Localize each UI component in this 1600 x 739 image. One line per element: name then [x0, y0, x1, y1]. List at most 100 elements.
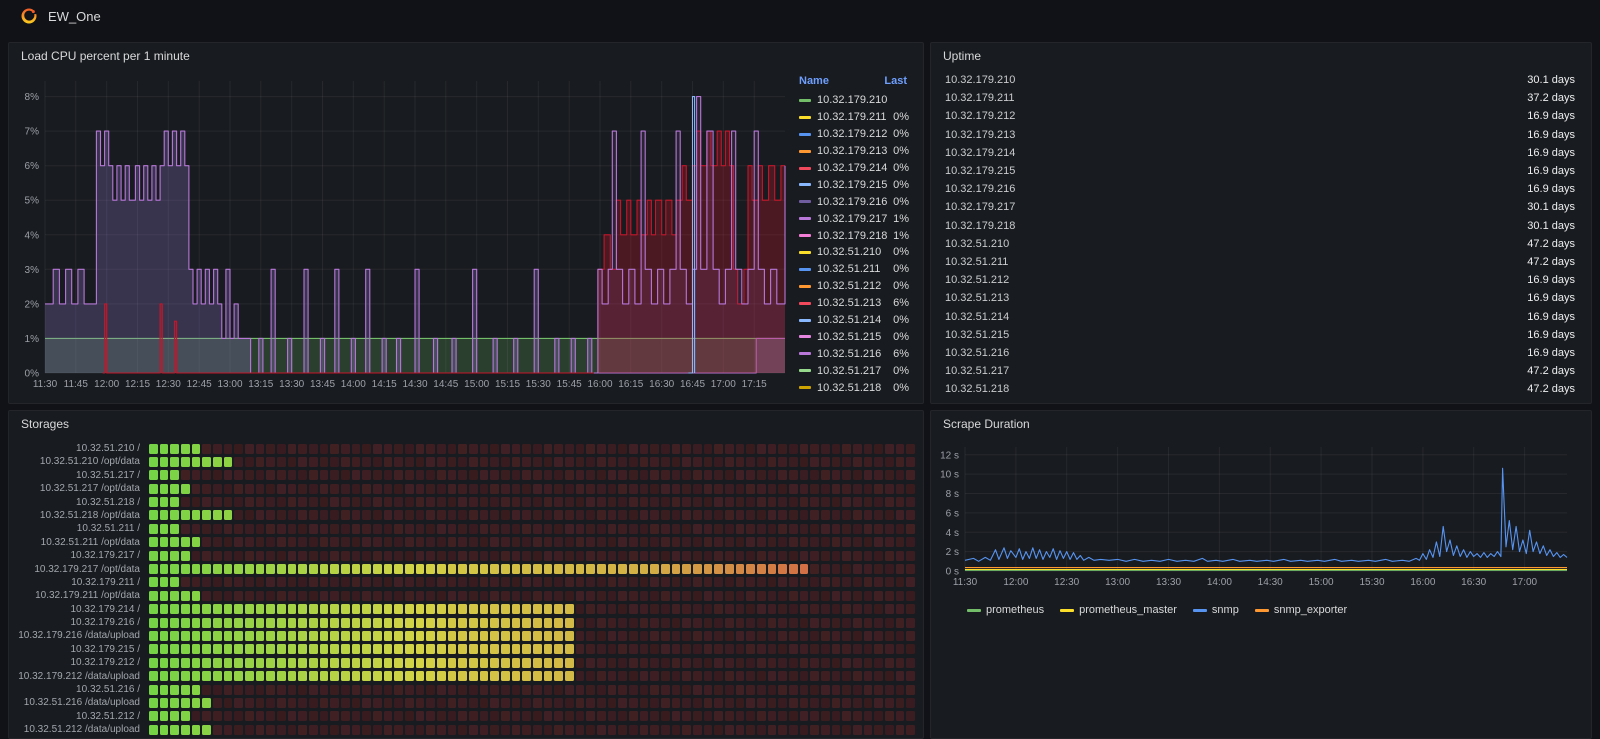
heatmap-cell[interactable]	[437, 684, 446, 695]
heatmap-cell[interactable]	[351, 617, 361, 628]
heatmap-cell[interactable]	[543, 604, 553, 615]
heatmap-cell[interactable]	[735, 684, 745, 695]
heatmap-cell[interactable]	[437, 550, 446, 561]
heatmap-cell[interactable]	[405, 550, 414, 561]
heatmap-cell[interactable]	[458, 657, 467, 668]
heatmap-cell[interactable]	[789, 604, 798, 615]
heatmap-cell[interactable]	[287, 510, 297, 521]
series-name[interactable]: 10.32.179.214	[817, 162, 888, 174]
heatmap-cell[interactable]	[682, 697, 691, 708]
heatmap-cell[interactable]	[714, 497, 723, 508]
heatmap-cell[interactable]	[191, 523, 201, 534]
heatmap-cell[interactable]	[810, 657, 819, 668]
heatmap-cell[interactable]	[191, 630, 201, 641]
heatmap-cell[interactable]	[703, 711, 713, 722]
heatmap-cell[interactable]	[895, 697, 905, 708]
heatmap-cell[interactable]	[191, 711, 201, 722]
heatmap-cell[interactable]	[597, 497, 606, 508]
heatmap-cell[interactable]	[479, 724, 489, 735]
heatmap-cell[interactable]	[277, 644, 286, 655]
heatmap-cell[interactable]	[789, 671, 798, 682]
heatmap-cell[interactable]	[746, 657, 755, 668]
heatmap-cell[interactable]	[458, 537, 467, 548]
heatmap-cell[interactable]	[831, 564, 841, 575]
heatmap-cell[interactable]	[746, 590, 755, 601]
heatmap-cell[interactable]	[831, 697, 841, 708]
heatmap-cell[interactable]	[575, 630, 585, 641]
heatmap-cell[interactable]	[373, 510, 382, 521]
heatmap-cell[interactable]	[159, 564, 169, 575]
heatmap-cell[interactable]	[394, 510, 403, 521]
heatmap-cell[interactable]	[383, 443, 393, 454]
heatmap-cell[interactable]	[799, 564, 809, 575]
heatmap-cell[interactable]	[522, 697, 531, 708]
heatmap-cell[interactable]	[895, 644, 905, 655]
heatmap-cell[interactable]	[447, 443, 457, 454]
heatmap-cell[interactable]	[191, 697, 201, 708]
heatmap-cell[interactable]	[661, 443, 670, 454]
heatmap-cell[interactable]	[202, 724, 211, 735]
heatmap-cell[interactable]	[629, 657, 638, 668]
heatmap-cell[interactable]	[575, 617, 585, 628]
heatmap-cell[interactable]	[458, 684, 467, 695]
heatmap-cell[interactable]	[405, 537, 414, 548]
heatmap-cell[interactable]	[373, 483, 382, 494]
heatmap-cell[interactable]	[479, 604, 489, 615]
heatmap-cell[interactable]	[149, 604, 158, 615]
heatmap-cell[interactable]	[618, 497, 627, 508]
heatmap-cell[interactable]	[842, 711, 851, 722]
heatmap-cell[interactable]	[287, 684, 297, 695]
heatmap-cell[interactable]	[757, 443, 766, 454]
heatmap-cell[interactable]	[767, 523, 777, 534]
heatmap-cell[interactable]	[586, 523, 595, 534]
storage-row-label[interactable]: 10.32.51.211 /opt/data	[40, 536, 140, 548]
heatmap-cell[interactable]	[618, 644, 627, 655]
series-name[interactable]: 10.32.51.216	[817, 347, 882, 360]
heatmap-cell[interactable]	[287, 483, 297, 494]
heatmap-cell[interactable]	[661, 550, 670, 561]
heatmap-cell[interactable]	[629, 537, 638, 548]
heatmap-cell[interactable]	[277, 497, 286, 508]
heatmap-cell[interactable]	[703, 523, 713, 534]
heatmap-cell[interactable]	[554, 537, 563, 548]
heatmap-cell[interactable]	[213, 657, 222, 668]
storage-row-label[interactable]: 10.32.179.211 /	[71, 576, 140, 588]
heatmap-cell[interactable]	[906, 577, 915, 588]
heatmap-cell[interactable]	[650, 537, 659, 548]
heatmap-cell[interactable]	[415, 711, 425, 722]
scrape-legend-item[interactable]: snmp_exporter	[1254, 604, 1347, 616]
heatmap-cell[interactable]	[447, 523, 457, 534]
heatmap-cell[interactable]	[725, 630, 734, 641]
heatmap-cell[interactable]	[746, 456, 755, 467]
heatmap-cell[interactable]	[725, 483, 734, 494]
legend-name-header[interactable]: Name	[799, 75, 829, 87]
heatmap-cell[interactable]	[661, 497, 670, 508]
heatmap-cell[interactable]	[693, 697, 702, 708]
heatmap-cell[interactable]	[479, 470, 489, 481]
heatmap-cell[interactable]	[703, 671, 713, 682]
heatmap-cell[interactable]	[789, 617, 798, 628]
heatmap-cell[interactable]	[202, 510, 211, 521]
heatmap-cell[interactable]	[362, 617, 371, 628]
heatmap-cell[interactable]	[255, 443, 265, 454]
heatmap-cell[interactable]	[842, 456, 851, 467]
heatmap-cell[interactable]	[735, 456, 745, 467]
heatmap-cell[interactable]	[202, 617, 211, 628]
heatmap-cell[interactable]	[799, 617, 809, 628]
storage-heatmap-cells[interactable]	[149, 671, 915, 682]
heatmap-cell[interactable]	[874, 617, 883, 628]
heatmap-cell[interactable]	[373, 671, 382, 682]
heatmap-cell[interactable]	[565, 523, 574, 534]
series-name[interactable]: prometheus	[986, 604, 1045, 616]
heatmap-cell[interactable]	[533, 550, 542, 561]
heatmap-cell[interactable]	[693, 590, 702, 601]
heatmap-cell[interactable]	[341, 657, 350, 668]
heatmap-cell[interactable]	[853, 657, 862, 668]
heatmap-cell[interactable]	[714, 443, 723, 454]
heatmap-cell[interactable]	[415, 564, 425, 575]
heatmap-cell[interactable]	[810, 470, 819, 481]
heatmap-cell[interactable]	[447, 483, 457, 494]
heatmap-cell[interactable]	[501, 657, 510, 668]
series-name[interactable]: 10.32.51.211	[817, 263, 881, 276]
heatmap-cell[interactable]	[895, 711, 905, 722]
